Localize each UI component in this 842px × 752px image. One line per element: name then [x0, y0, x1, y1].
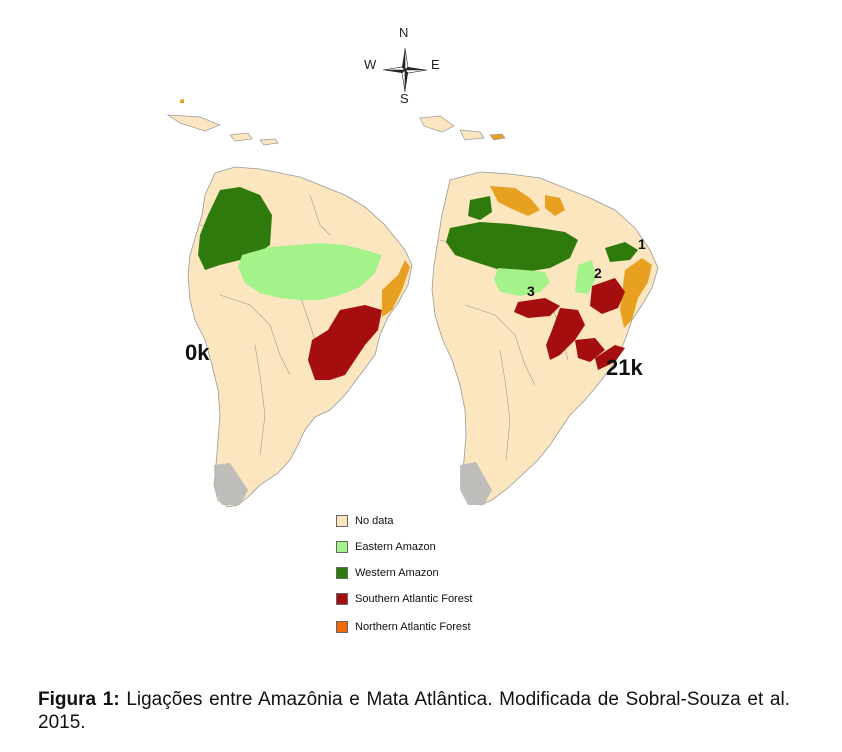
marker-2: 2 — [594, 265, 602, 281]
legend-swatch — [336, 541, 348, 553]
eastern-amazon-region — [494, 268, 550, 296]
caribbean-islands — [166, 99, 279, 146]
andes-region — [460, 462, 492, 505]
western-amazon-region — [446, 222, 578, 272]
southern-atlantic-forest-region — [308, 305, 382, 380]
map-0k — [166, 99, 413, 508]
legend-item-southern-atlantic-forest: Southern Atlantic Forest — [336, 592, 472, 606]
marker-1: 1 — [638, 236, 646, 252]
compass-rose-icon — [382, 47, 428, 93]
legend-swatch — [336, 593, 348, 605]
legend-item-no-data: No data — [336, 514, 394, 528]
map-21k — [419, 115, 659, 506]
western-amazon-patch-east — [605, 242, 638, 262]
legend-label: Northern Atlantic Forest — [355, 621, 471, 633]
legend-label: Southern Atlantic Forest — [355, 593, 473, 605]
southern-atlantic-forest-region — [514, 278, 625, 370]
compass-west: W — [364, 57, 377, 72]
legend-item-western-amazon: Western Amazon — [336, 566, 439, 580]
andes-region — [214, 463, 248, 505]
map-label-0k: 0k — [185, 340, 210, 365]
figure-caption: Figura 1: Ligações entre Amazônia e Mata… — [38, 688, 790, 734]
compass-east: E — [431, 57, 440, 72]
northern-atlantic-forest-region — [382, 260, 410, 317]
marker-3: 3 — [527, 283, 535, 299]
legend-label: Western Amazon — [355, 567, 439, 579]
map-label-21k: 21k — [606, 355, 643, 380]
legend-swatch — [336, 515, 348, 527]
caption-prefix: Figura 1: — [38, 689, 120, 710]
northern-atlantic-forest-region — [490, 186, 652, 328]
legend-item-eastern-amazon: Eastern Amazon — [336, 540, 436, 554]
legend-label: Eastern Amazon — [355, 541, 436, 553]
legend-item-northern-atlantic-forest: Northern Atlantic Forest — [336, 620, 471, 634]
eastern-amazon-patch — [575, 260, 596, 294]
western-amazon-patch-north — [468, 196, 492, 220]
compass-south: S — [400, 91, 409, 106]
legend-swatch — [336, 621, 348, 633]
caribbean-islands — [419, 115, 506, 141]
compass-north: N — [399, 25, 409, 40]
eastern-amazon-region — [238, 243, 382, 300]
caption-text: Ligações entre Amazônia e Mata Atlântica… — [38, 689, 790, 733]
south-america-landmass — [431, 171, 659, 506]
legend-label: No data — [355, 515, 394, 527]
western-amazon-region — [198, 187, 272, 270]
legend-swatch — [336, 567, 348, 579]
